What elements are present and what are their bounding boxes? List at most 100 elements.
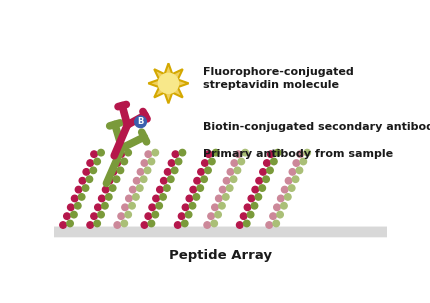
Circle shape	[292, 176, 299, 182]
Circle shape	[110, 169, 117, 175]
Circle shape	[129, 202, 135, 209]
Circle shape	[79, 178, 86, 184]
Circle shape	[212, 204, 218, 211]
Circle shape	[160, 194, 166, 200]
Circle shape	[289, 185, 295, 191]
Circle shape	[178, 213, 185, 219]
Circle shape	[251, 202, 258, 209]
Circle shape	[198, 169, 204, 175]
Circle shape	[186, 195, 193, 202]
Circle shape	[83, 169, 89, 175]
Circle shape	[297, 151, 304, 157]
Circle shape	[132, 194, 139, 200]
Circle shape	[129, 186, 136, 193]
Circle shape	[126, 195, 132, 202]
Text: Fluorophore-conjugated
streptavidin molecule: Fluorophore-conjugated streptavidin mole…	[203, 67, 353, 90]
Circle shape	[158, 73, 178, 93]
Circle shape	[102, 186, 109, 193]
Circle shape	[145, 151, 151, 157]
Circle shape	[118, 213, 124, 219]
Circle shape	[285, 194, 291, 200]
Circle shape	[152, 149, 159, 156]
Circle shape	[168, 160, 175, 166]
Circle shape	[60, 222, 66, 228]
Circle shape	[74, 202, 81, 209]
Circle shape	[206, 151, 212, 157]
Circle shape	[91, 213, 97, 219]
Circle shape	[278, 195, 284, 202]
Polygon shape	[148, 63, 189, 103]
Circle shape	[98, 195, 105, 202]
Circle shape	[64, 213, 70, 219]
Circle shape	[277, 211, 283, 218]
Text: B: B	[137, 117, 144, 126]
Circle shape	[205, 167, 211, 174]
Circle shape	[185, 211, 192, 218]
Circle shape	[219, 186, 226, 193]
Circle shape	[98, 149, 104, 156]
Circle shape	[242, 149, 249, 156]
Circle shape	[238, 158, 245, 165]
Circle shape	[212, 149, 219, 156]
Circle shape	[78, 194, 85, 200]
Circle shape	[153, 195, 159, 202]
Circle shape	[145, 213, 151, 219]
Circle shape	[211, 220, 218, 227]
Circle shape	[152, 211, 159, 218]
Circle shape	[125, 211, 132, 218]
Circle shape	[219, 202, 225, 209]
Circle shape	[98, 211, 104, 218]
Circle shape	[121, 158, 128, 165]
Circle shape	[194, 178, 200, 184]
Circle shape	[114, 222, 120, 228]
Circle shape	[227, 185, 233, 191]
Circle shape	[244, 204, 251, 211]
Circle shape	[109, 185, 116, 191]
Circle shape	[82, 185, 89, 191]
Circle shape	[215, 211, 221, 218]
Text: Primary antibody from sample: Primary antibody from sample	[203, 149, 393, 159]
Circle shape	[208, 213, 214, 219]
Circle shape	[75, 186, 82, 193]
Circle shape	[71, 195, 78, 202]
Circle shape	[106, 178, 113, 184]
Circle shape	[266, 222, 273, 228]
Circle shape	[204, 222, 210, 228]
Circle shape	[140, 176, 147, 182]
Circle shape	[293, 160, 300, 166]
Text: Peptide Array: Peptide Array	[169, 249, 272, 262]
Circle shape	[259, 185, 265, 191]
Circle shape	[248, 195, 255, 202]
Circle shape	[175, 222, 181, 228]
Circle shape	[235, 151, 242, 157]
Circle shape	[114, 160, 120, 166]
Circle shape	[240, 213, 247, 219]
Circle shape	[144, 167, 151, 174]
Circle shape	[86, 176, 92, 182]
Circle shape	[274, 204, 280, 211]
Circle shape	[68, 204, 74, 211]
Circle shape	[300, 158, 307, 165]
Circle shape	[105, 194, 112, 200]
Circle shape	[133, 178, 140, 184]
Circle shape	[237, 222, 243, 228]
Circle shape	[267, 167, 273, 174]
Circle shape	[94, 158, 101, 165]
Circle shape	[252, 186, 258, 193]
Circle shape	[190, 186, 197, 193]
Circle shape	[255, 194, 261, 200]
Circle shape	[289, 169, 296, 175]
Circle shape	[87, 160, 93, 166]
Circle shape	[94, 220, 101, 227]
Circle shape	[148, 158, 155, 165]
Circle shape	[168, 176, 174, 182]
Circle shape	[125, 149, 132, 156]
Circle shape	[67, 220, 73, 227]
Circle shape	[87, 222, 93, 228]
Circle shape	[135, 116, 146, 128]
Circle shape	[117, 167, 124, 174]
Circle shape	[122, 204, 128, 211]
Circle shape	[223, 178, 230, 184]
Circle shape	[157, 186, 163, 193]
Circle shape	[243, 220, 250, 227]
